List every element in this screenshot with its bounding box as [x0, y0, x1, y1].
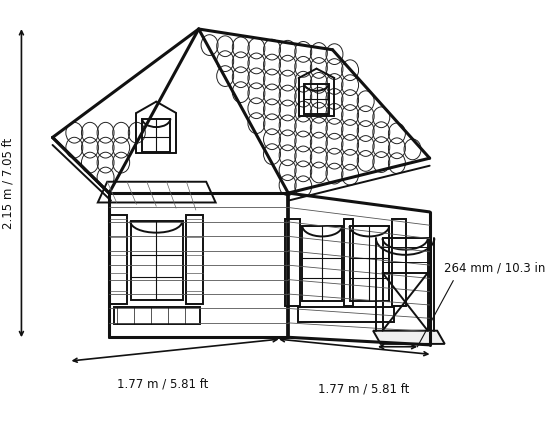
Bar [349, 226, 389, 301]
Bar [110, 215, 127, 304]
Bar [392, 219, 406, 306]
Text: 264 mm / 10.3 in: 264 mm / 10.3 in [444, 261, 545, 274]
Bar [298, 307, 394, 322]
Bar [304, 84, 329, 114]
Bar [302, 226, 342, 301]
Bar [186, 215, 203, 304]
Bar [344, 219, 353, 306]
Bar [142, 119, 170, 152]
Text: 1.77 m / 5.81 ft: 1.77 m / 5.81 ft [117, 378, 208, 391]
Polygon shape [98, 182, 216, 203]
Bar [382, 238, 428, 331]
Bar [131, 221, 183, 300]
Polygon shape [373, 331, 445, 344]
Bar [286, 219, 300, 306]
Text: 1.77 m / 5.81 ft: 1.77 m / 5.81 ft [318, 383, 409, 396]
Bar [114, 307, 199, 324]
Text: 2.15 m / 7.05 ft: 2.15 m / 7.05 ft [2, 138, 15, 229]
